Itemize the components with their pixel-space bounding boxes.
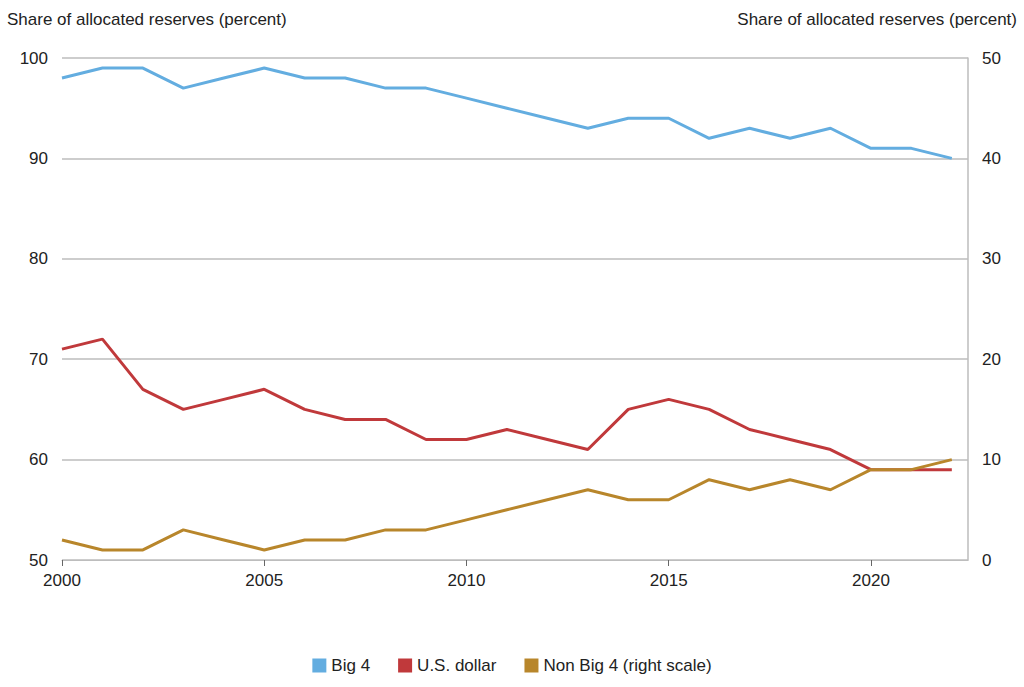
- svg-text:U.S. dollar: U.S. dollar: [417, 656, 497, 675]
- svg-text:50: 50: [29, 551, 48, 570]
- svg-text:Non Big 4 (right scale): Non Big 4 (right scale): [543, 656, 711, 675]
- svg-text:2005: 2005: [245, 571, 283, 590]
- svg-text:70: 70: [29, 350, 48, 369]
- svg-text:100: 100: [20, 49, 48, 68]
- svg-text:20: 20: [982, 350, 1001, 369]
- svg-text:60: 60: [29, 450, 48, 469]
- svg-text:Share of allocated reserves (p: Share of allocated reserves (percent): [737, 10, 1017, 29]
- svg-text:Big 4: Big 4: [331, 656, 370, 675]
- svg-text:2020: 2020: [852, 571, 890, 590]
- svg-text:50: 50: [982, 49, 1001, 68]
- svg-text:2015: 2015: [650, 571, 688, 590]
- svg-text:90: 90: [29, 149, 48, 168]
- svg-text:10: 10: [982, 450, 1001, 469]
- svg-text:Share of allocated reserves (p: Share of allocated reserves (percent): [7, 10, 287, 29]
- svg-text:40: 40: [982, 149, 1001, 168]
- svg-text:2010: 2010: [448, 571, 486, 590]
- svg-text:80: 80: [29, 249, 48, 268]
- svg-text:30: 30: [982, 249, 1001, 268]
- svg-text:2000: 2000: [43, 571, 81, 590]
- svg-text:0: 0: [982, 551, 991, 570]
